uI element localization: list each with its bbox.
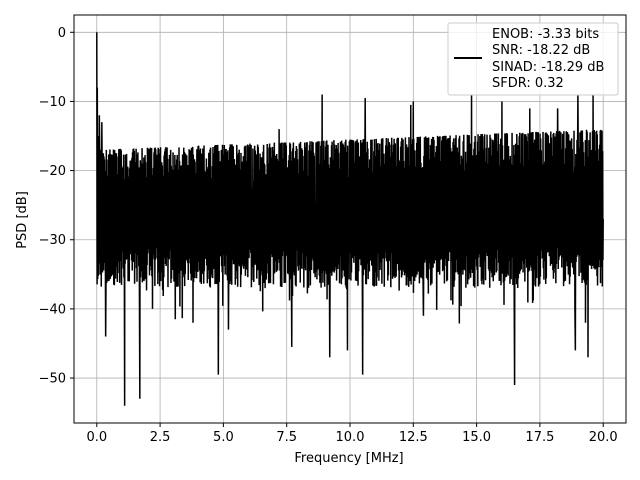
x-tick-label: 15.0 bbox=[462, 430, 491, 445]
y-tick-label: −50 bbox=[39, 372, 66, 387]
legend-box bbox=[447, 22, 619, 96]
legend: ENOB: -3.33 bits SNR: -18.22 dB SINAD: -… bbox=[447, 22, 619, 96]
x-tick-label: 7.5 bbox=[276, 430, 297, 445]
y-tick-label: 0 bbox=[58, 26, 66, 41]
legend-sfdr: SFDR: 0.32 bbox=[492, 76, 564, 91]
y-axis-title: PSD [dB] bbox=[15, 191, 30, 249]
y-tick-label: −30 bbox=[39, 233, 66, 248]
y-tick-label: −40 bbox=[39, 302, 66, 317]
y-tick-label: −20 bbox=[39, 164, 66, 179]
x-tick-label: 0.0 bbox=[86, 430, 107, 445]
legend-enob: ENOB: -3.33 bits bbox=[492, 27, 599, 42]
y-tick-label: −10 bbox=[39, 95, 66, 110]
x-tick-label: 17.5 bbox=[525, 430, 554, 445]
x-tick-label: 5.0 bbox=[213, 430, 234, 445]
x-axis-title: Frequency [MHz] bbox=[294, 451, 403, 466]
legend-sinad: SINAD: -18.29 dB bbox=[492, 60, 604, 75]
data-layer bbox=[96, 32, 604, 406]
x-tick-label: 10.0 bbox=[336, 430, 365, 445]
tick-layer: 0.0 2.5 5.0 7.5 10.0 12.5 15.0 17.5 20.0 0 −10 −20 −… bbox=[39, 26, 618, 445]
x-tick-label: 2.5 bbox=[150, 430, 171, 445]
x-tick-label: 12.5 bbox=[399, 430, 428, 445]
x-tick-label: 20.0 bbox=[589, 430, 618, 445]
legend-snr: SNR: -18.22 dB bbox=[492, 43, 590, 58]
psd-series-line bbox=[96, 32, 604, 406]
